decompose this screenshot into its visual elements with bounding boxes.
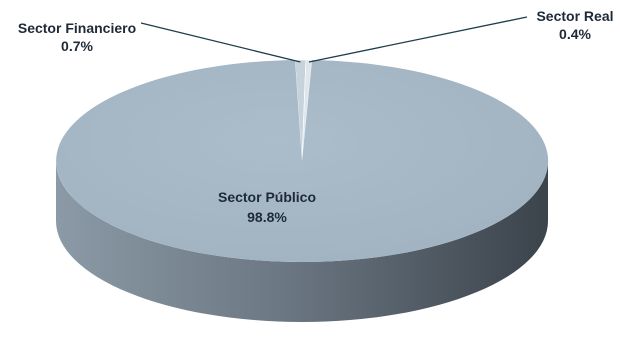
pie-slice-sector-publico bbox=[56, 60, 549, 262]
slice-label-sector-real: Sector Real 0.4% bbox=[536, 8, 613, 42]
leader-line-sector-real bbox=[308, 16, 528, 63]
slice-label-sector-financiero-name: Sector Financiero bbox=[18, 20, 136, 36]
slice-label-sector-publico-name: Sector Público bbox=[218, 189, 316, 205]
pie-slice-sector-real bbox=[301, 59, 313, 162]
leader-line-sector-financiero bbox=[140, 22, 301, 63]
leader-lines bbox=[140, 16, 528, 63]
pie-side-wall bbox=[56, 161, 548, 322]
slice-label-sector-real-value: 0.4% bbox=[559, 26, 591, 42]
slice-label-sector-publico-value: 98.8% bbox=[247, 209, 287, 225]
slice-label-sector-financiero: Sector Financiero 0.7% bbox=[18, 20, 136, 54]
pie-slices bbox=[56, 59, 549, 262]
slice-label-sector-publico: Sector Público 98.8% bbox=[218, 189, 316, 225]
slice-label-sector-real-name: Sector Real bbox=[536, 8, 613, 24]
pie-side-wall-face bbox=[56, 161, 548, 322]
slice-label-sector-financiero-value: 0.7% bbox=[61, 38, 93, 54]
